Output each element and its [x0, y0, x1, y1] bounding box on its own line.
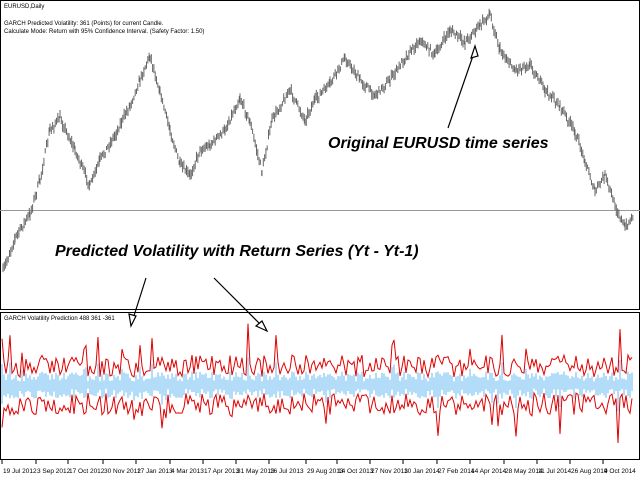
annotation: Predicted Volatility with Return Series …	[55, 243, 419, 260]
annotation: Original EURUSD time series	[328, 135, 549, 152]
time-label: 29 Aug 2013	[307, 468, 344, 475]
time-label: 19 Jul 2012	[3, 468, 37, 475]
time-label: 27 Nov 2013	[371, 468, 408, 475]
time-label: 4 Mar 2013	[171, 468, 204, 475]
time-label: 30 Nov 2012	[104, 468, 141, 475]
time-label: 31 May 2013	[237, 468, 275, 475]
time-label: 27 Feb 2014	[438, 468, 475, 475]
window-title: EURUSD,Daily	[4, 4, 44, 10]
lower-band	[1, 391, 633, 444]
info-line: GARCH Predicted Volatility: 361 (Points)…	[4, 21, 164, 27]
info-line: Calculate Mode: Return with 95% Confiden…	[4, 29, 204, 35]
time-label: 14 Oct 2013	[338, 468, 374, 475]
time-label: 9 Oct 2014	[604, 468, 636, 475]
arrows	[128, 44, 479, 333]
indicator-label: GARCH Volatility Prediction 488 361 -361	[4, 316, 115, 322]
time-label: 11 Jul 2014	[538, 468, 572, 475]
time-label: 17 Oct 2012	[69, 468, 105, 475]
price-series	[2, 8, 634, 273]
time-label: 10 Jan 2014	[404, 468, 440, 475]
time-label: 16 Jul 2013	[270, 468, 304, 475]
time-label: 17 Apr 2013	[204, 468, 239, 475]
upper-band	[1, 323, 633, 379]
time-label: 26 Aug 2014	[571, 468, 608, 475]
volatility-series	[1, 323, 633, 444]
time-label: 28 May 2014	[505, 468, 543, 475]
time-label: 14 Apr 2014	[471, 468, 506, 475]
time-label: 3 Sep 2012	[37, 468, 71, 475]
time-label: 17 Jan 2013	[137, 468, 173, 475]
